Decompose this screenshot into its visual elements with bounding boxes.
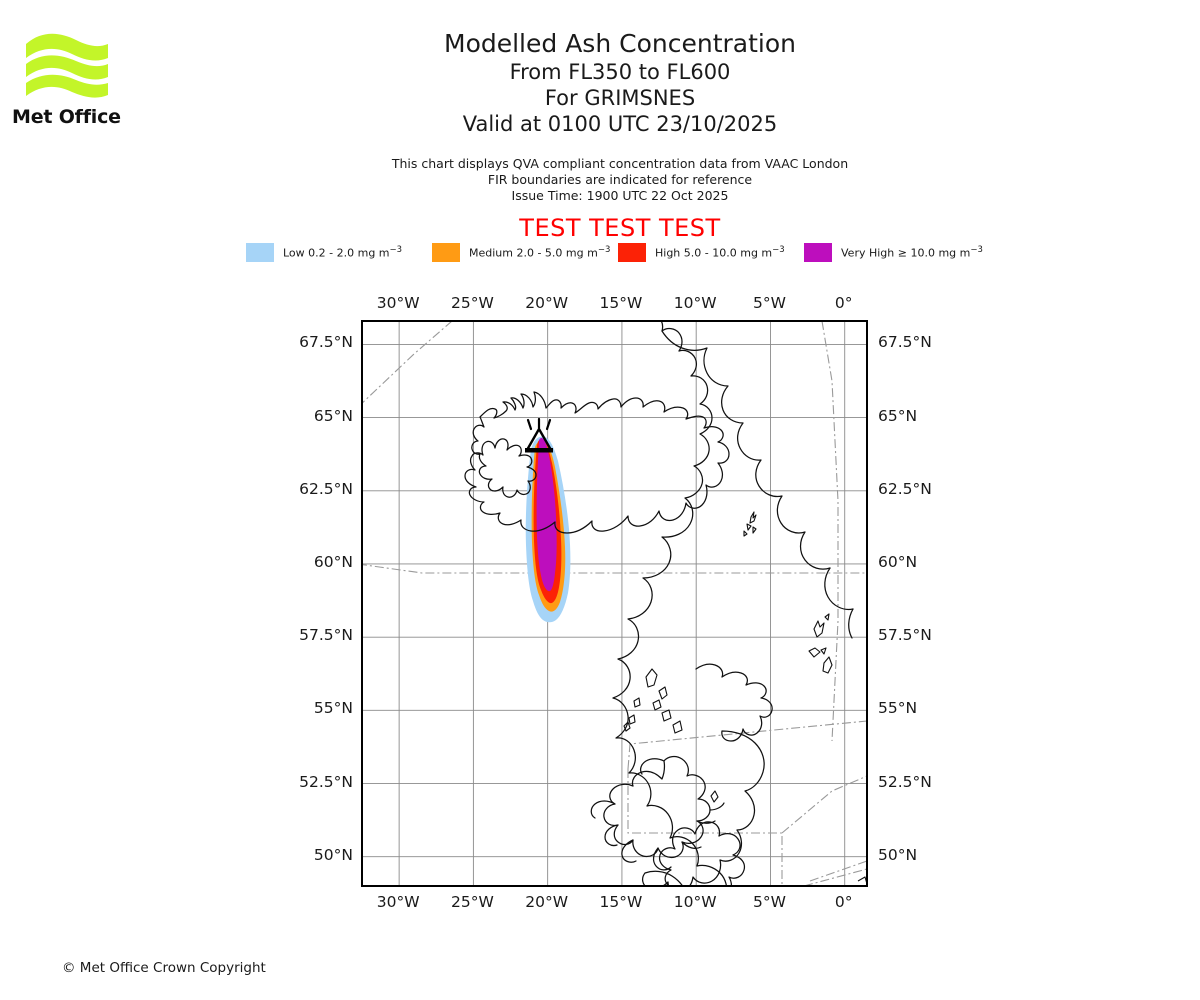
copyright-text: © Met Office Crown Copyright bbox=[62, 960, 266, 976]
title-volcano-name: For GRIMSNES bbox=[544, 86, 696, 110]
faroe-islands bbox=[743, 511, 757, 537]
lon-tick-5°W: 5°W bbox=[752, 893, 786, 911]
lat-tick-left-60°N: 60°N bbox=[313, 552, 353, 571]
concentration-legend: Low 0.2 - 2.0 mg m−3 Medium 2.0 - 5.0 mg … bbox=[246, 240, 994, 264]
volcano-marker-icon bbox=[525, 417, 553, 453]
map-border bbox=[362, 321, 867, 886]
legend-label-high: High 5.0 - 10.0 mg m−3 bbox=[655, 244, 785, 260]
legend-item-medium: Medium 2.0 - 5.0 mg m−3 bbox=[432, 240, 610, 264]
lat-tick-right-55°N: 55°N bbox=[878, 699, 918, 718]
lat-tick-left-55°N: 55°N bbox=[313, 699, 353, 718]
lat-tick-right-52.5°N: 52.5°N bbox=[878, 772, 932, 791]
lon-tick-25°W: 25°W bbox=[450, 893, 494, 911]
lon-tick-20°W: 20°W bbox=[525, 294, 569, 312]
ash-concentration-map bbox=[362, 321, 867, 886]
note-qva: This chart displays QVA compliant concen… bbox=[391, 156, 849, 171]
legend-item-very-high: Very High ≥ 10.0 mg m−3 bbox=[804, 240, 983, 264]
lat-tick-left-67.5°N: 67.5°N bbox=[299, 333, 353, 352]
met-office-wordmark: Met Office bbox=[12, 106, 121, 128]
lat-tick-right-60°N: 60°N bbox=[878, 552, 918, 571]
ash-plume-very-high bbox=[536, 437, 557, 592]
legend-swatch-high bbox=[618, 242, 646, 262]
shetland-orkney-islands bbox=[808, 613, 830, 658]
lon-tick-30°W: 30°W bbox=[376, 294, 420, 312]
page-title: Modelled Ash Concentration bbox=[444, 29, 796, 58]
met-office-waves-icon bbox=[26, 33, 108, 98]
ireland-coastline bbox=[590, 755, 725, 871]
note-fir: FIR boundaries are indicated for referen… bbox=[487, 172, 753, 187]
title-valid-time: Valid at 0100 UTC 23/10/2025 bbox=[462, 112, 778, 136]
lon-tick-10°W: 10°W bbox=[673, 893, 717, 911]
lat-tick-left-52.5°N: 52.5°N bbox=[299, 772, 353, 791]
lon-tick-10°W: 10°W bbox=[673, 294, 717, 312]
map-gridlines bbox=[362, 321, 867, 886]
lat-tick-right-65°N: 65°N bbox=[878, 406, 918, 425]
legend-label-very-high: Very High ≥ 10.0 mg m−3 bbox=[841, 244, 983, 260]
lat-tick-right-50°N: 50°N bbox=[878, 845, 918, 864]
legend-item-low: Low 0.2 - 2.0 mg m−3 bbox=[246, 240, 402, 264]
met-office-logo: Met Office bbox=[12, 22, 127, 128]
legend-item-high: High 5.0 - 10.0 mg m−3 bbox=[618, 240, 785, 264]
lat-tick-left-50°N: 50°N bbox=[313, 845, 353, 864]
test-banner: TEST TEST TEST bbox=[519, 214, 721, 242]
lat-tick-left-62.5°N: 62.5°N bbox=[299, 479, 353, 498]
legend-swatch-medium bbox=[432, 242, 460, 262]
lon-tick-0°: 0° bbox=[834, 294, 853, 312]
lon-tick-20°W: 20°W bbox=[525, 893, 569, 911]
legend-swatch-low bbox=[246, 242, 274, 262]
legend-swatch-very-high bbox=[804, 242, 832, 262]
legend-label-medium: Medium 2.0 - 5.0 mg m−3 bbox=[469, 244, 611, 260]
hebrides-islands bbox=[628, 668, 683, 734]
lon-tick-15°W: 15°W bbox=[599, 893, 643, 911]
title-flight-levels: From FL350 to FL600 bbox=[509, 60, 731, 84]
lat-tick-right-57.5°N: 57.5°N bbox=[878, 626, 932, 645]
lon-tick-5°W: 5°W bbox=[752, 294, 786, 312]
lat-tick-right-62.5°N: 62.5°N bbox=[878, 479, 932, 498]
lon-tick-25°W: 25°W bbox=[450, 294, 494, 312]
note-issue-time: Issue Time: 1900 UTC 22 Oct 2025 bbox=[511, 188, 729, 203]
great-britain-coastline bbox=[612, 321, 854, 886]
lat-tick-right-67.5°N: 67.5°N bbox=[878, 333, 932, 352]
map-plot-area[interactable] bbox=[361, 320, 868, 887]
lat-tick-left-65°N: 65°N bbox=[313, 406, 353, 425]
lon-tick-30°W: 30°W bbox=[376, 893, 420, 911]
lon-tick-15°W: 15°W bbox=[599, 294, 643, 312]
fir-boundaries bbox=[362, 321, 867, 886]
lat-tick-left-57.5°N: 57.5°N bbox=[299, 626, 353, 645]
legend-label-low: Low 0.2 - 2.0 mg m−3 bbox=[283, 244, 403, 260]
small-islands bbox=[623, 721, 719, 803]
lon-tick-0°: 0° bbox=[834, 893, 853, 911]
chart-title-block: Modelled Ash Concentration From FL350 to… bbox=[240, 28, 1000, 137]
chart-notes: This chart displays QVA compliant concen… bbox=[240, 156, 1000, 204]
iceland-coastline bbox=[464, 391, 730, 534]
